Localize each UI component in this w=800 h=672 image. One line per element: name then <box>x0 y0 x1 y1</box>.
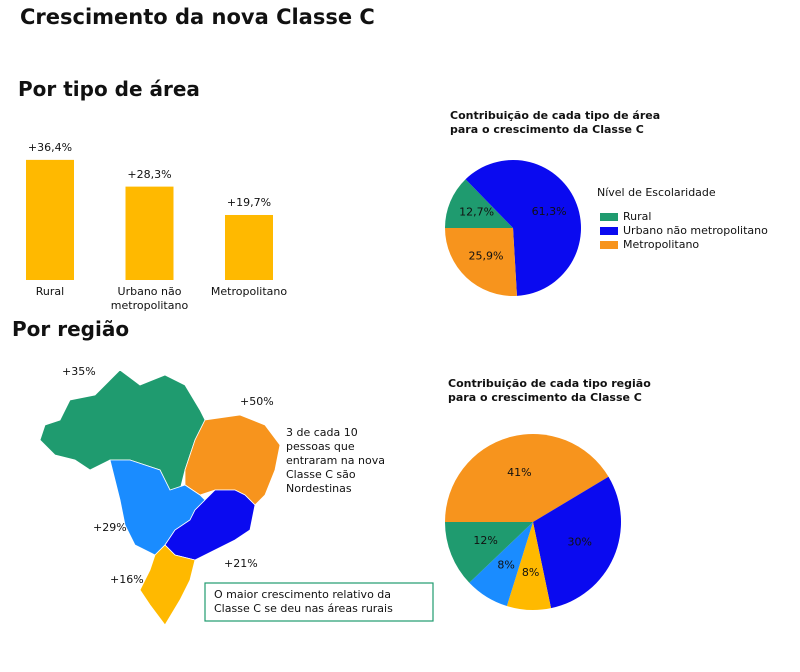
legend-label: Rural <box>623 210 652 223</box>
pie-slice <box>465 159 582 296</box>
slice-label: 12% <box>473 534 497 547</box>
value-label: +36,4% <box>27 140 73 154</box>
slice-label: 41% <box>507 466 531 479</box>
pie-slice <box>469 522 533 607</box>
bar <box>125 186 174 280</box>
pie-slice <box>445 433 609 522</box>
category-label: Metropolitano <box>210 285 288 298</box>
pie-slice <box>444 228 517 296</box>
legend-swatch <box>600 213 618 221</box>
map-region <box>139 544 196 626</box>
legend-title: Nível de Escolaridade <box>597 186 716 199</box>
value-label: +28,3% <box>127 167 172 181</box>
region-label: +16% <box>110 573 144 586</box>
slice-label: 30% <box>568 535 592 548</box>
slice-label: 25,9% <box>468 250 503 263</box>
slice-label: 8% <box>522 566 539 579</box>
pie-title: Contribuição de cada tipo de área para o… <box>450 109 661 136</box>
page-title: Crescimento da nova Classe C <box>20 5 375 29</box>
note: O maior crescimento relativo da Classe C… <box>214 588 393 615</box>
region-label: +29% <box>93 521 127 534</box>
legend-swatch <box>600 241 618 249</box>
pie-slice <box>533 476 622 609</box>
pie-slice <box>445 179 513 228</box>
section-title: Por tipo de área <box>18 77 200 101</box>
legend-label: Metropolitano <box>623 238 700 251</box>
legend-swatch <box>600 227 618 235</box>
slice-label: 12,7% <box>459 206 494 219</box>
pie-title: Contribuição de cada tipo região para o … <box>448 377 651 404</box>
category-label: Urbano não metropolitano <box>110 285 189 312</box>
value-label: +19,7% <box>226 195 272 209</box>
note-box <box>204 582 434 622</box>
pie-slice <box>506 522 552 611</box>
bar <box>225 214 273 280</box>
annotation: 3 de cada 10 pessoas que entraram na nov… <box>286 426 385 495</box>
pie-slice <box>445 522 533 583</box>
legend-label: Urbano não metropolitano <box>623 224 768 237</box>
slice-label: 8% <box>497 558 514 571</box>
region-label: +21% <box>224 557 258 570</box>
section-title: Por região <box>12 317 130 341</box>
bar <box>26 159 74 280</box>
region-label: +35% <box>62 365 96 378</box>
region-label: +50% <box>240 395 274 408</box>
map-region <box>164 489 256 561</box>
category-label: Rural <box>35 285 65 298</box>
slice-label: 61,3% <box>532 205 567 218</box>
